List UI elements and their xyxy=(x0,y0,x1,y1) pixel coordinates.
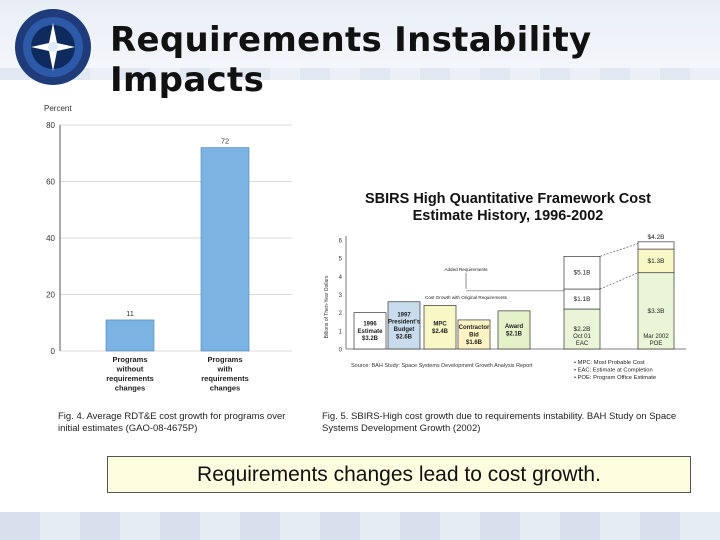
chart1-bar xyxy=(200,147,250,352)
chart2-ylabel: Billions of Then-Year Dollars xyxy=(324,275,330,338)
logo-emblem xyxy=(15,9,91,85)
chart1-category-label: changes xyxy=(115,384,145,393)
footer-band xyxy=(0,512,720,540)
chart2-stack-segment xyxy=(637,272,675,350)
chart2-dashed-link xyxy=(599,272,639,290)
chart2-legend-item: • POE: Program Office Estimate xyxy=(574,375,656,381)
chart2-bar xyxy=(387,301,421,350)
chart2-annotation-growth: Cost Growth with Original Requirements xyxy=(425,295,508,300)
chart2-ytick: 4 xyxy=(339,275,343,281)
fig5-caption: Fig. 5. SBIRS-High cost growth due to re… xyxy=(322,411,712,435)
chart2-bar-label: $3.2B xyxy=(362,336,379,342)
chart2-stack-xlabel: POE xyxy=(650,341,663,347)
chart2-ytick: 5 xyxy=(339,257,343,263)
chart2-bar-label: President's xyxy=(388,320,421,326)
fig4-caption-line-2: initial estimates (GAO-08-4675P) xyxy=(58,423,198,434)
chart2-title-line-2: Estimate History, 1996-2002 xyxy=(413,208,604,224)
chart2-stack-label: $3.3B xyxy=(648,308,665,315)
chart2-stack-label: $2.2B xyxy=(574,326,591,333)
chart2-bar-label: Bid xyxy=(469,332,479,338)
chart1-bar-value: 72 xyxy=(221,137,229,146)
chart2-stack-label: $1.1B xyxy=(574,296,591,303)
chart2-bar xyxy=(353,312,387,350)
fig5-caption-line-1: Fig. 5. SBIRS-High cost growth due to re… xyxy=(322,411,677,422)
chart2-stack-xlabel: EAC xyxy=(576,341,589,347)
chart1-category-label: with xyxy=(217,365,233,374)
chart1-ytick: 0 xyxy=(51,347,56,356)
chart2-bar-label: $2.4B xyxy=(432,329,449,335)
chart2-stack-label: $5.1B xyxy=(574,270,591,277)
key-takeaway-callout: Requirements changes lead to cost growth… xyxy=(107,456,691,493)
chart2-bar-label: MPC xyxy=(433,322,447,328)
chart2-bar xyxy=(457,319,491,350)
chart2-dashed-link xyxy=(599,243,639,257)
chart2-bar-label: Budget xyxy=(394,327,415,333)
chart1-ytick: 40 xyxy=(46,234,55,243)
sbirs-cost-history-chart: SBIRS High Quantitative Framework Cost E… xyxy=(324,191,686,381)
chart2-stack-segment xyxy=(563,255,601,290)
chart2-source: Source: BAH Study: Space Systems Develop… xyxy=(351,363,533,369)
chart2-bar-label: $2.6B xyxy=(396,334,413,340)
chart1-bar-value: 11 xyxy=(126,309,134,318)
chart2-annotation-added: Added Requirements xyxy=(444,267,488,272)
chart2-bar-label: $2.1B xyxy=(506,332,523,338)
chart1-ytick: 60 xyxy=(46,178,55,187)
chart2-bar xyxy=(497,310,531,350)
chart2-stack-segment xyxy=(563,308,601,350)
chart2-bar-label: Estimate xyxy=(357,329,383,335)
chart2-bar xyxy=(423,305,457,350)
header-band xyxy=(0,0,720,80)
chart2-ytick: 6 xyxy=(339,239,343,245)
chart2-bar-label: Award xyxy=(505,324,524,330)
fig5-caption-line-2: Systems Development Growth (2002) xyxy=(322,423,481,434)
chart1-category-label: requirements xyxy=(201,374,249,383)
chart2-ytick: 1 xyxy=(339,329,343,335)
chart2-bar-label: $1.6B xyxy=(466,340,483,346)
chart2-legend-item: • MPC: Most Probable Cost xyxy=(574,360,645,366)
chart1-category-label: changes xyxy=(210,384,240,393)
chart2-stack-label: $4.2B xyxy=(648,234,665,241)
chart2-stack-segment xyxy=(637,241,675,250)
chart2-ytick: 0 xyxy=(339,348,343,354)
chart2-stack-xlabel: Oct 01 xyxy=(573,334,591,340)
chart2-title-line-1: SBIRS High Quantitative Framework Cost xyxy=(365,191,651,207)
chart2-bar-label: 1996 xyxy=(363,321,377,327)
chart2-ytick: 2 xyxy=(339,311,343,317)
chart2-stack-xlabel: Mar 2002 xyxy=(643,334,669,340)
chart1-category-label: without xyxy=(116,365,144,374)
fig4-caption: Fig. 4. Average RDT&E cost growth for pr… xyxy=(58,411,308,435)
chart2-bar-label: 1997 xyxy=(397,312,411,318)
chart1-ylabel: Percent xyxy=(44,104,72,113)
chart2-ytick: 3 xyxy=(339,293,343,299)
chart1-category-label: requirements xyxy=(106,374,154,383)
chart2-stack-label: $1.3B xyxy=(648,258,665,265)
slide-title: Requirements Instability Impacts xyxy=(110,20,592,100)
chart1-bar xyxy=(105,319,155,352)
chart2-legend-item: • EAC: Estimate at Completion xyxy=(574,368,653,374)
chart1-ytick: 80 xyxy=(46,121,55,130)
fig4-caption-line-1: Fig. 4. Average RDT&E cost growth for pr… xyxy=(58,411,286,422)
chart1-ytick: 20 xyxy=(46,291,55,300)
chart2-bar-label: Contractor xyxy=(459,325,490,331)
chart1-category-label: Programs xyxy=(112,355,147,364)
chart1-category-label: Programs xyxy=(207,355,242,364)
